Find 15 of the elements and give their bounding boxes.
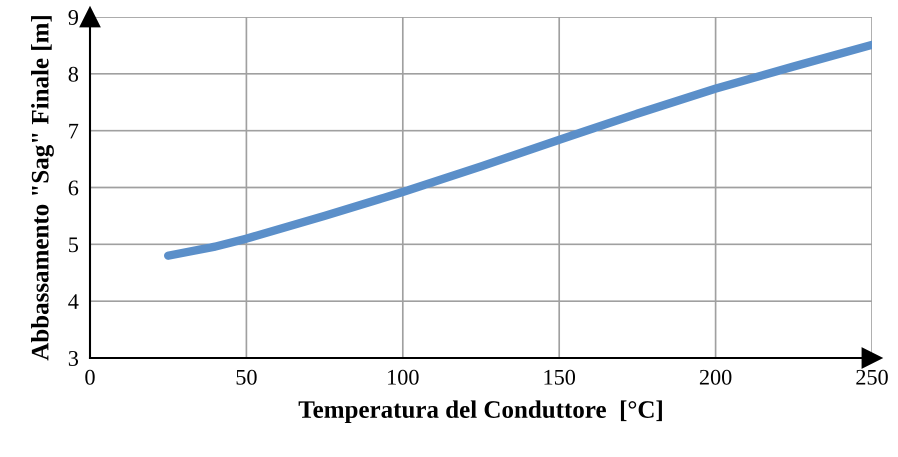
x-tick-label: 150 — [544, 370, 576, 385]
y-tick-label: 6 — [68, 180, 78, 196]
x-axis-title: Temperatura del Conduttore [°C] — [298, 400, 662, 424]
x-tick-label: 100 — [388, 370, 419, 385]
y-tick-label: 8 — [68, 66, 78, 82]
y-tick-label: 5 — [69, 237, 78, 252]
y-tick-label: 3 — [68, 350, 78, 366]
y-tick-label: 9 — [68, 10, 78, 25]
y-axis-title: Abbassamento "Sag" Finale [m] — [31, 16, 54, 361]
y-tick-label: 4 — [68, 294, 79, 309]
x-tick-label: 50 — [236, 370, 257, 385]
y-tick-label: 7 — [69, 124, 78, 138]
x-tick-label: 200 — [700, 370, 732, 385]
x-tick-label: 0 — [85, 370, 95, 385]
x-tick-label: 250 — [856, 370, 888, 385]
